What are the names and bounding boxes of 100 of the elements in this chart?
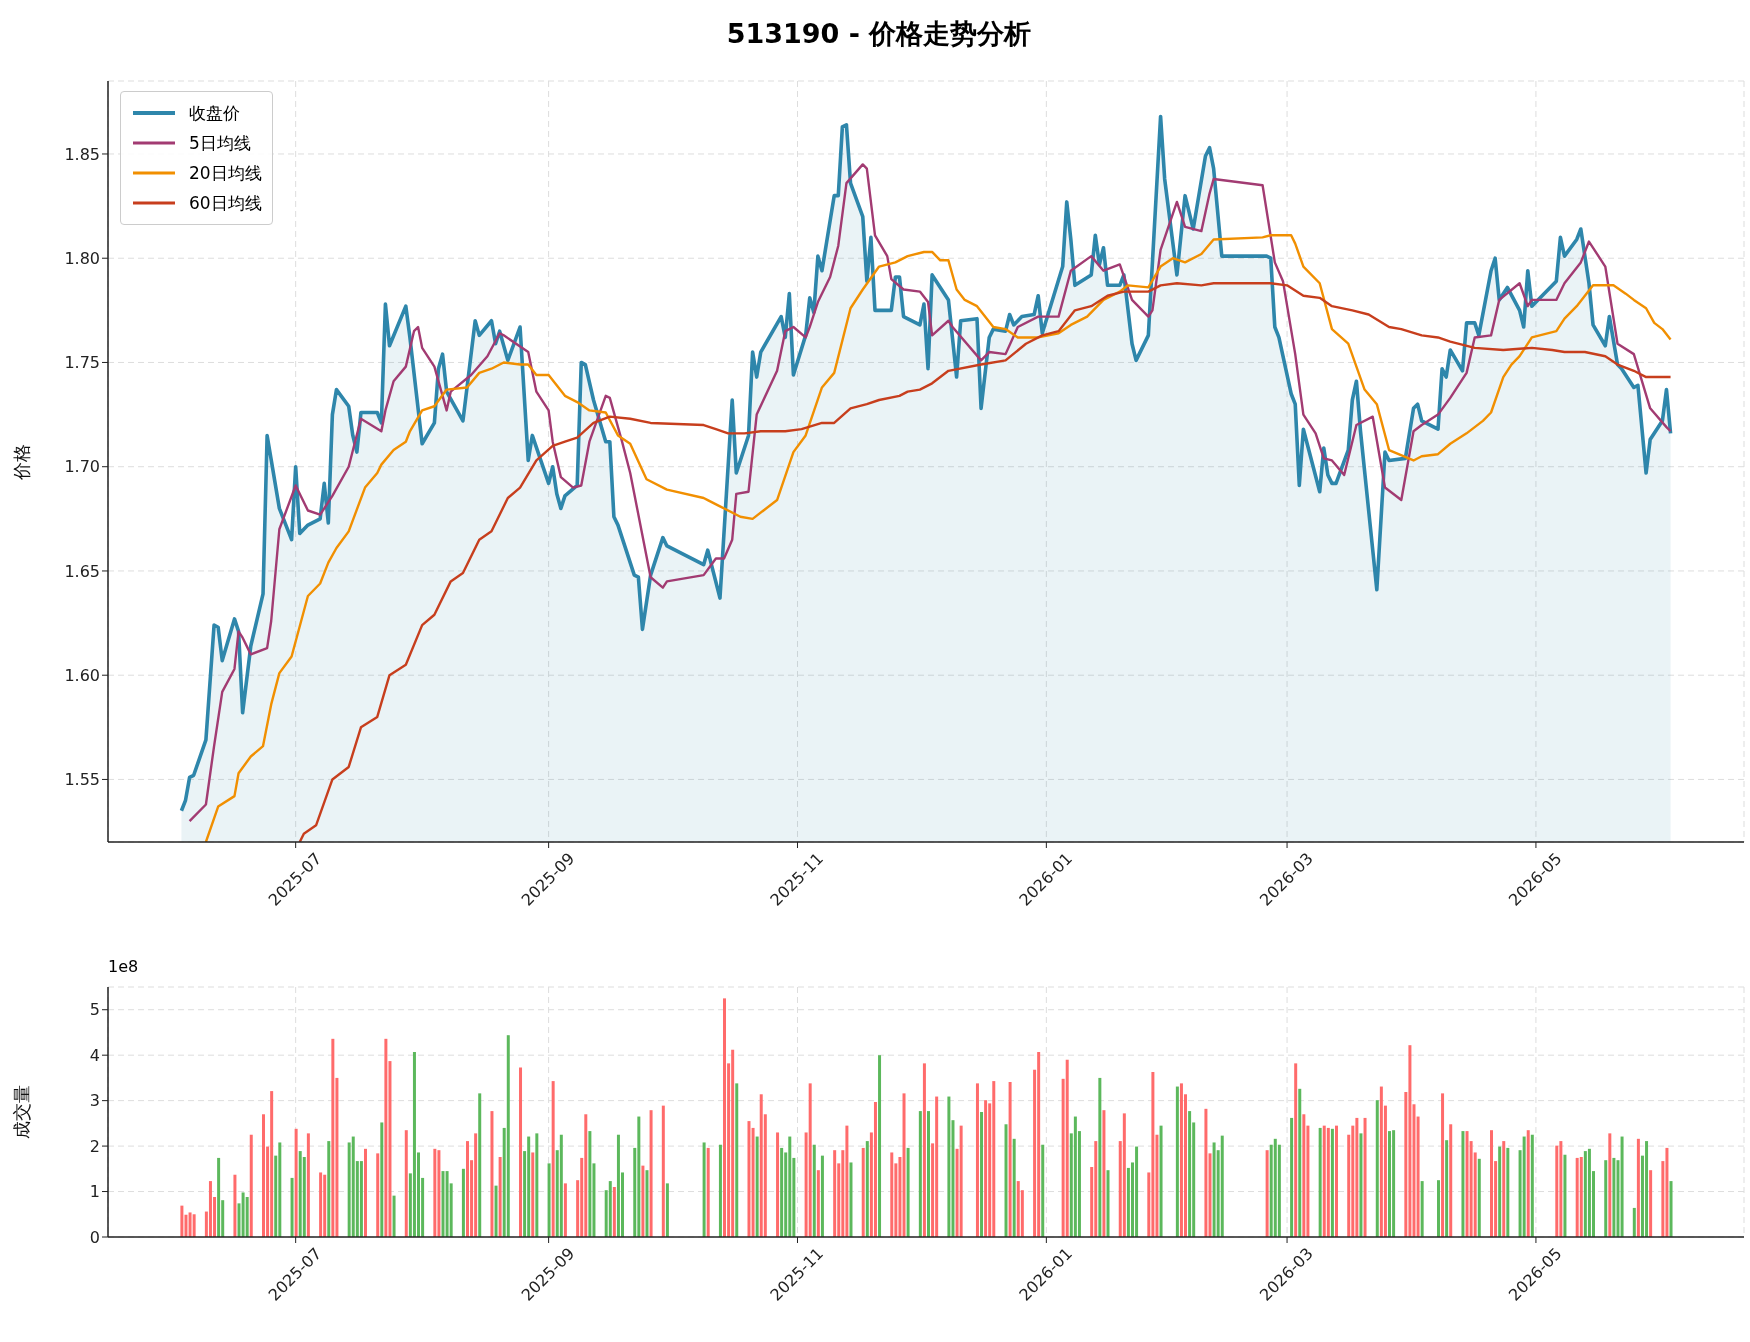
bar (1208, 1153, 1212, 1237)
bar (1363, 1117, 1367, 1237)
bar (1004, 1124, 1008, 1237)
y-tick-label: 1 (89, 1182, 100, 1202)
bar (927, 1111, 930, 1237)
bar (755, 1136, 759, 1237)
bar (351, 1136, 355, 1237)
bar (1220, 1135, 1224, 1237)
bar (645, 1170, 649, 1237)
bar (1012, 1138, 1016, 1237)
bar (1290, 1117, 1294, 1237)
bar (290, 1177, 294, 1237)
bar (1608, 1133, 1612, 1237)
bar (380, 1122, 384, 1237)
bar (1175, 1086, 1179, 1237)
bar (1408, 1045, 1412, 1237)
bar (1665, 1147, 1669, 1237)
bar (376, 1153, 380, 1237)
bar (331, 1038, 335, 1237)
bar (1436, 1180, 1440, 1237)
y-tick-label: 1.80 (64, 248, 100, 268)
bar (1065, 1059, 1069, 1237)
bar (1122, 1113, 1126, 1237)
bar (1188, 1111, 1192, 1237)
bar (1159, 1125, 1163, 1237)
bar (437, 1150, 441, 1237)
bar (1073, 1116, 1077, 1237)
bar (1604, 1160, 1608, 1237)
bar (1583, 1151, 1587, 1237)
y-tick-label: 1.75 (64, 353, 100, 373)
bar (1098, 1077, 1102, 1237)
bar (735, 1083, 739, 1237)
bar (519, 1067, 523, 1237)
bar (861, 1147, 865, 1237)
bar (1355, 1117, 1359, 1237)
bar (563, 1183, 567, 1237)
bar (1498, 1146, 1502, 1237)
bar (441, 1171, 445, 1237)
bar (898, 1157, 902, 1237)
bar (188, 1212, 192, 1237)
bar (906, 1147, 910, 1237)
y-tick-label: 4 (89, 1045, 100, 1065)
bar (1420, 1181, 1424, 1237)
bar (261, 1114, 265, 1237)
bar (559, 1134, 563, 1237)
y-axis-title: 价格 (11, 443, 33, 481)
bar (1669, 1181, 1673, 1237)
bar (498, 1157, 502, 1237)
bar (959, 1125, 963, 1237)
bar (661, 1105, 665, 1237)
legend-label: 收盘价 (189, 101, 240, 125)
bar (1502, 1141, 1506, 1237)
bar (812, 1144, 816, 1237)
bar (180, 1205, 184, 1237)
bar (306, 1133, 310, 1237)
bar (1041, 1144, 1045, 1237)
bar (1326, 1127, 1330, 1237)
bar (1441, 1093, 1445, 1237)
bar (1273, 1138, 1277, 1237)
bar (706, 1147, 710, 1237)
bar (535, 1133, 539, 1237)
bar (808, 1083, 812, 1237)
bar (323, 1174, 327, 1237)
bar (1135, 1146, 1139, 1237)
bar (270, 1091, 274, 1237)
bar (1526, 1130, 1530, 1237)
bar (608, 1181, 612, 1237)
bar (412, 1052, 416, 1237)
bar (217, 1157, 221, 1237)
bar (1636, 1138, 1640, 1237)
bar (1632, 1207, 1636, 1237)
y-tick-label: 1.60 (64, 665, 100, 685)
bar (649, 1110, 653, 1237)
bar (1179, 1083, 1183, 1237)
bar (478, 1093, 482, 1237)
bar (816, 1170, 820, 1237)
bar (747, 1121, 751, 1237)
bar (404, 1130, 408, 1237)
bar (192, 1214, 196, 1237)
bar (506, 1035, 510, 1237)
bar (918, 1111, 922, 1237)
bar (1612, 1157, 1616, 1237)
bar (278, 1142, 282, 1237)
y-axis-title: 成交量 (11, 1085, 33, 1139)
bar (294, 1128, 298, 1237)
bar (547, 1163, 551, 1237)
bar (531, 1152, 535, 1237)
legend-label: 5日均线 (189, 131, 251, 155)
bar (241, 1192, 245, 1237)
bar (780, 1147, 784, 1237)
bar (433, 1148, 437, 1237)
bar (616, 1134, 620, 1237)
bar (873, 1102, 877, 1237)
bar (947, 1096, 951, 1237)
bar (1587, 1148, 1591, 1237)
bar (461, 1168, 465, 1237)
bar (1575, 1157, 1579, 1237)
bar (731, 1049, 735, 1237)
bar (1555, 1145, 1559, 1237)
bar (1445, 1140, 1449, 1237)
